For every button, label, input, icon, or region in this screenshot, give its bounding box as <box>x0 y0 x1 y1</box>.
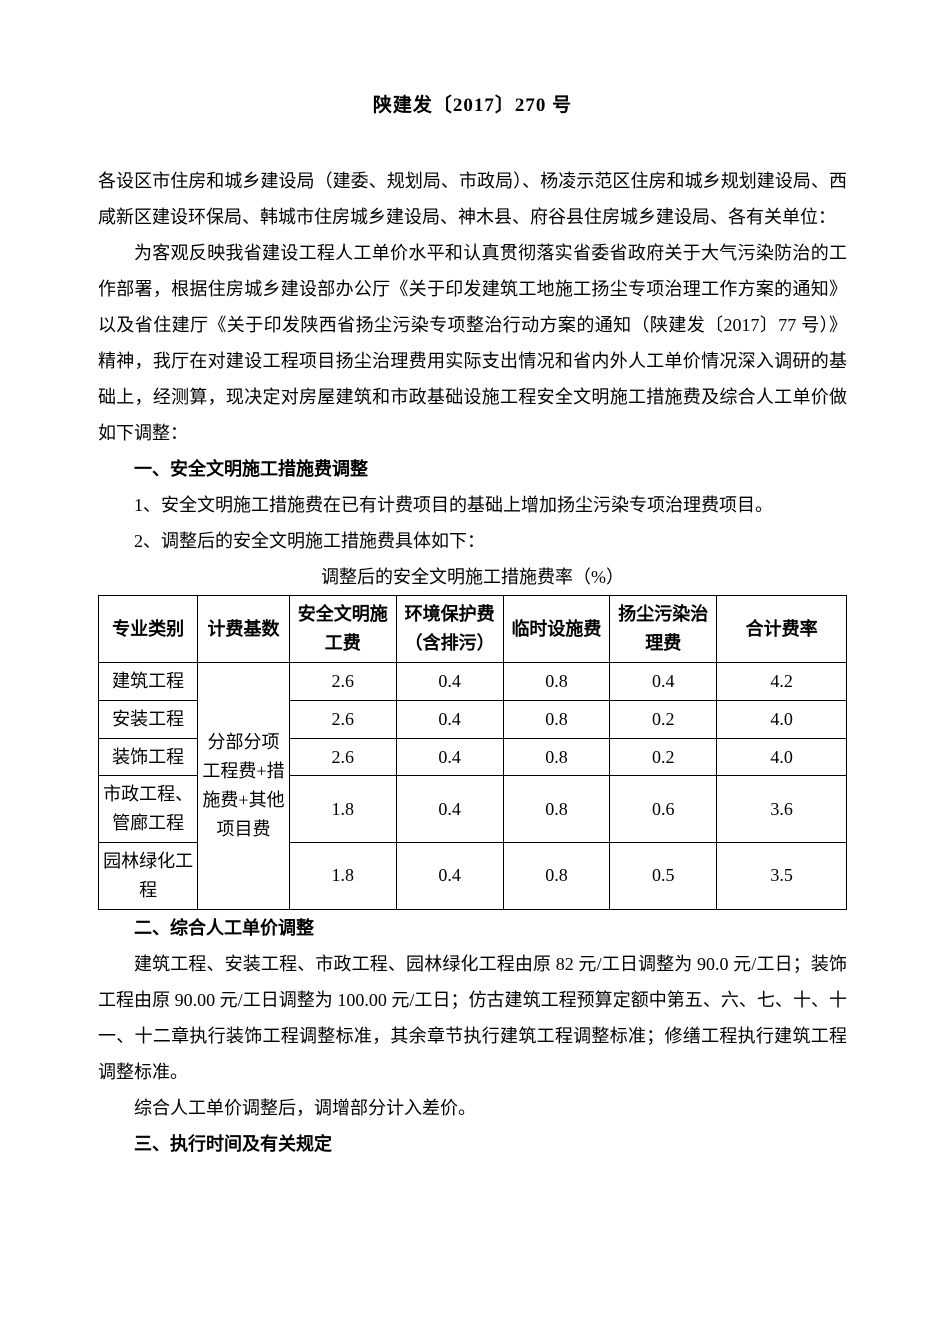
cell-dust: 0.2 <box>610 700 717 738</box>
cell-safety: 2.6 <box>289 700 396 738</box>
th-dust: 扬尘污染治理费 <box>610 596 717 663</box>
cell-dust: 0.6 <box>610 776 717 843</box>
cell-category: 建筑工程 <box>99 662 198 700</box>
cell-dust: 0.2 <box>610 738 717 776</box>
cell-safety: 2.6 <box>289 662 396 700</box>
cell-dust: 0.5 <box>610 842 717 909</box>
cell-temp: 0.8 <box>503 662 610 700</box>
cell-temp: 0.8 <box>503 842 610 909</box>
cell-safety: 2.6 <box>289 738 396 776</box>
cell-total: 4.0 <box>717 738 847 776</box>
cell-env: 0.4 <box>396 738 503 776</box>
preamble-paragraph: 为客观反映我省建设工程人工单价水平和认真贯彻落实省委省政府关于大气污染防治的工作… <box>98 235 847 451</box>
cell-temp: 0.8 <box>503 738 610 776</box>
cell-env: 0.4 <box>396 662 503 700</box>
th-env: 环境保护费（含排污） <box>396 596 503 663</box>
section-1-item-2: 2、调整后的安全文明施工措施费具体如下： <box>98 523 847 559</box>
table-header-row: 专业类别 计费基数 安全文明施工费 环境保护费（含排污） 临时设施费 扬尘污染治… <box>99 596 847 663</box>
section-1-heading: 一、安全文明施工措施费调整 <box>98 451 847 487</box>
document-title: 陕建发〔2017〕270 号 <box>98 90 847 117</box>
cell-basis-merged: 分部分项工程费+措施费+其他项目费 <box>198 662 290 909</box>
cell-safety: 1.8 <box>289 776 396 843</box>
cell-total: 4.2 <box>717 662 847 700</box>
cell-category: 装饰工程 <box>99 738 198 776</box>
cell-total: 3.5 <box>717 842 847 909</box>
rate-table: 专业类别 计费基数 安全文明施工费 环境保护费（含排污） 临时设施费 扬尘污染治… <box>98 595 847 909</box>
cell-total: 4.0 <box>717 700 847 738</box>
cell-env: 0.4 <box>396 700 503 738</box>
cell-category: 安装工程 <box>99 700 198 738</box>
th-basis: 计费基数 <box>198 596 290 663</box>
cell-total: 3.6 <box>717 776 847 843</box>
th-category: 专业类别 <box>99 596 198 663</box>
cell-temp: 0.8 <box>503 776 610 843</box>
section-2-heading: 二、综合人工单价调整 <box>98 910 847 946</box>
section-2-body-1: 建筑工程、安装工程、市政工程、园林绿化工程由原 82 元/工日调整为 90.0 … <box>98 946 847 1090</box>
th-temp: 临时设施费 <box>503 596 610 663</box>
th-safety: 安全文明施工费 <box>289 596 396 663</box>
cell-temp: 0.8 <box>503 700 610 738</box>
cell-dust: 0.4 <box>610 662 717 700</box>
th-total: 合计费率 <box>717 596 847 663</box>
section-1-item-1: 1、安全文明施工措施费在已有计费项目的基础上增加扬尘污染专项治理费项目。 <box>98 487 847 523</box>
table-title: 调整后的安全文明施工措施费率（%） <box>98 561 847 593</box>
cell-safety: 1.8 <box>289 842 396 909</box>
addressee-paragraph: 各设区市住房和城乡建设局（建委、规划局、市政局）、杨凌示范区住房和城乡规划建设局… <box>98 163 847 235</box>
cell-env: 0.4 <box>396 776 503 843</box>
section-3-heading: 三、执行时间及有关规定 <box>98 1126 847 1162</box>
section-2-body-2: 综合人工单价调整后，调增部分计入差价。 <box>98 1090 847 1126</box>
cell-category: 市政工程、管廊工程 <box>99 776 198 843</box>
cell-env: 0.4 <box>396 842 503 909</box>
cell-category: 园林绿化工程 <box>99 842 198 909</box>
table-row: 建筑工程 分部分项工程费+措施费+其他项目费 2.6 0.4 0.8 0.4 4… <box>99 662 847 700</box>
